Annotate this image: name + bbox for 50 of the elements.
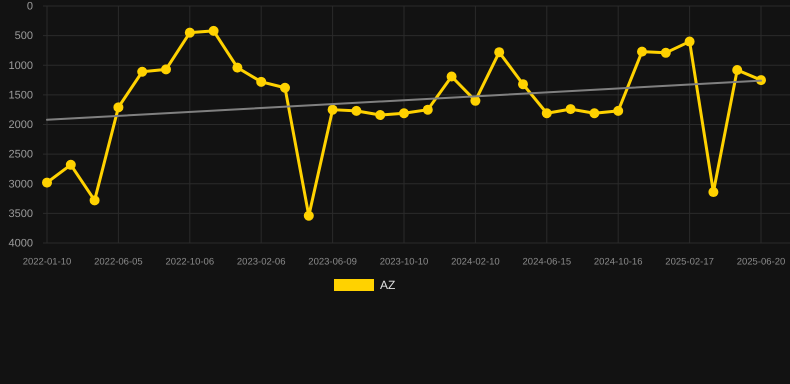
point: [589, 108, 600, 118]
point: [446, 72, 457, 82]
point: [566, 104, 576, 114]
y-tick-label: 0: [26, 0, 33, 13]
y-tick-label: 2000: [8, 119, 33, 132]
y-tick-label: 3000: [8, 178, 33, 190]
point: [660, 48, 671, 58]
point: [232, 62, 242, 73]
point: [422, 104, 433, 115]
y-tick-label: 2500: [8, 148, 33, 161]
point: [304, 210, 314, 221]
y-tick-label: 1500: [8, 89, 33, 102]
y-tick-label: 1000: [8, 60, 33, 72]
point: [375, 110, 386, 120]
point: [399, 108, 409, 118]
point: [542, 108, 552, 118]
point: [137, 66, 148, 77]
legend-label: AZ: [380, 278, 396, 292]
point: [708, 187, 718, 198]
x-tick-label: 2022-06-05: [94, 256, 143, 268]
x-tick-label: 2025-06-20: [736, 256, 786, 268]
point: [113, 102, 124, 112]
x-tick-label: 2023-06-09: [308, 256, 357, 268]
x-tick-label: 2024-06-15: [522, 256, 572, 268]
point: [90, 195, 100, 206]
point: [208, 26, 219, 36]
x-tick-label: 2022-10-06: [165, 256, 214, 268]
point: [328, 104, 338, 115]
point: [256, 76, 266, 87]
y-tick-label: 500: [14, 30, 33, 42]
point: [732, 64, 742, 75]
x-tick-label: 2024-02-10: [451, 256, 500, 268]
point: [637, 46, 647, 57]
x-tick-label: 2023-10-10: [380, 256, 428, 268]
x-tick-label: 2025-02-17: [665, 256, 714, 268]
point: [684, 36, 695, 47]
point: [518, 79, 528, 90]
point: [161, 64, 171, 74]
x-tick-label: 2024-10-16: [594, 256, 643, 268]
x-tick-label: 2023-02-06: [236, 256, 286, 268]
point: [184, 28, 195, 38]
y-tick-label: 3500: [8, 208, 33, 220]
point: [42, 178, 52, 188]
point: [494, 47, 504, 58]
point: [613, 106, 624, 116]
y-tick-label: 4000: [8, 238, 33, 250]
point: [351, 106, 362, 116]
x-tick-label: 2022-01-10: [22, 256, 72, 268]
point: [280, 82, 290, 93]
point: [66, 160, 76, 170]
